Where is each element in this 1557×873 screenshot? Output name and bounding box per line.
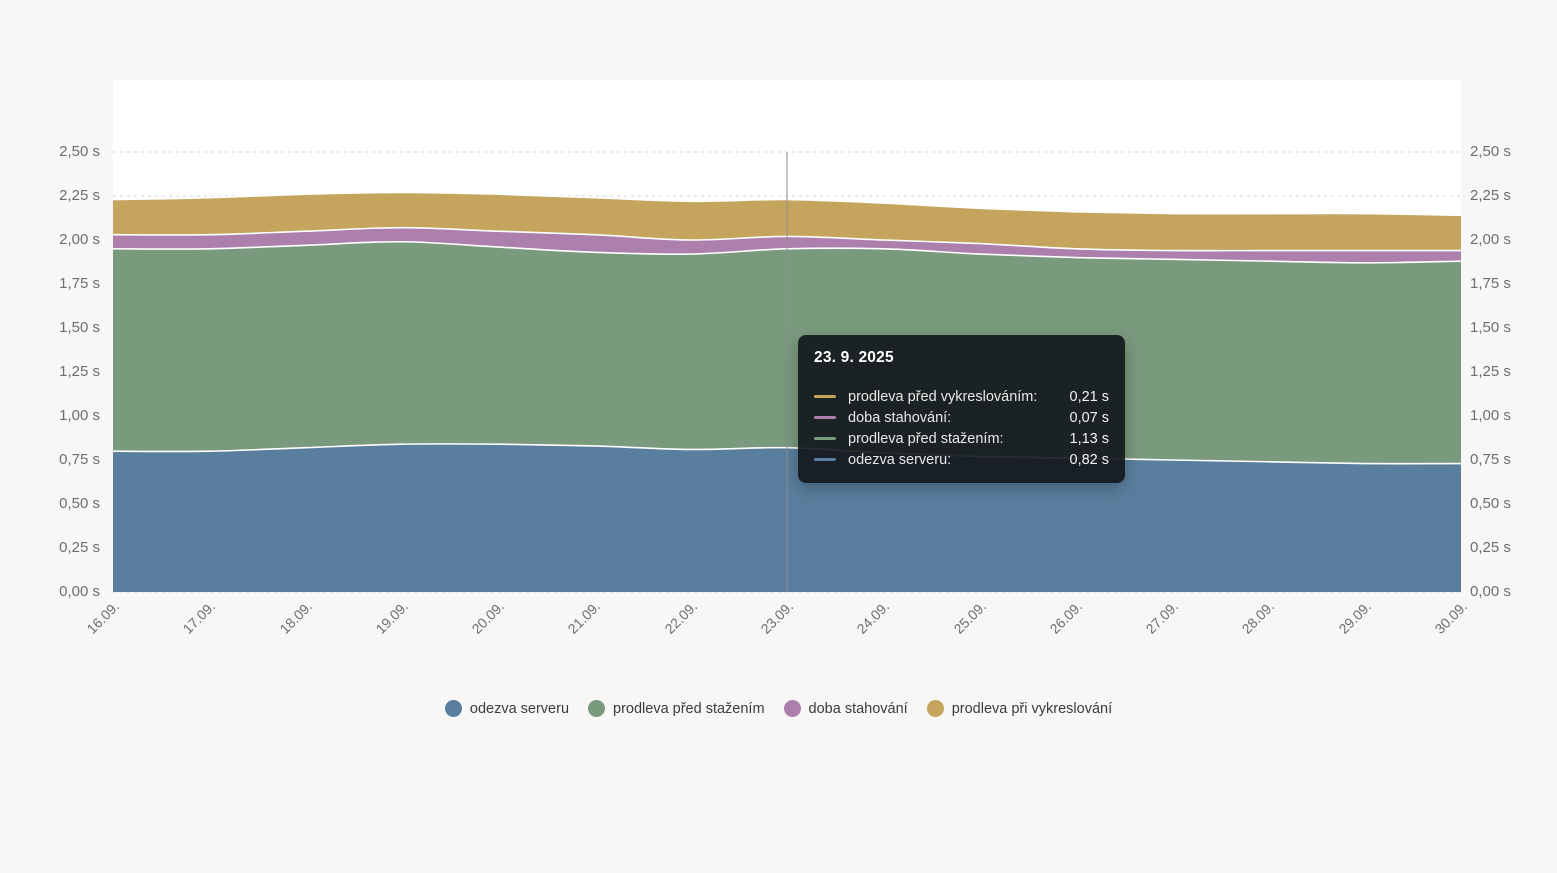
legend-label: odezva serveru: [469, 700, 570, 717]
tooltip-series-value: 0,82 s: [1069, 451, 1110, 468]
chart-tooltip: 23. 9. 2025 prodleva před vykreslováním:…: [798, 335, 1125, 483]
series-line-swatch-icon: [814, 458, 836, 461]
series-line-swatch-icon: [814, 437, 836, 440]
y-tick-label-right: 1,25 s: [1470, 363, 1511, 380]
tooltip-row: doba stahování: 0,07 s: [814, 407, 1109, 428]
tooltip-series-value: 1,13 s: [1069, 430, 1110, 447]
y-tick-label-left: 2,50 s: [59, 143, 100, 160]
y-tick-label-right: 2,25 s: [1470, 187, 1511, 204]
y-tick-label-left: 1,50 s: [59, 319, 100, 336]
y-tick-label-right: 1,00 s: [1470, 407, 1511, 424]
legend-dot-icon: [444, 700, 462, 717]
y-tick-label-right: 2,00 s: [1470, 231, 1511, 248]
y-tick-label-right: 1,50 s: [1470, 319, 1511, 336]
y-tick-label-right: 0,00 s: [1470, 583, 1511, 600]
legend-item-doba-stahovani[interactable]: doba stahování: [783, 700, 908, 717]
tooltip-series-label: prodleva před stažením:: [848, 430, 1004, 447]
tooltip-row: odezva serveru: 0,82 s: [814, 449, 1109, 470]
tooltip-series-label: prodleva před vykreslováním:: [848, 388, 1038, 405]
y-tick-label-left: 0,25 s: [59, 539, 100, 556]
y-tick-label-left: 1,75 s: [59, 275, 100, 292]
legend-dot-icon: [783, 700, 801, 717]
y-tick-label-right: 0,25 s: [1470, 539, 1511, 556]
chart-legend: odezva serveru prodleva před stažením doba…: [0, 700, 1557, 717]
legend-item-odezva-serveru[interactable]: odezva serveru: [444, 700, 570, 717]
tooltip-series-label: doba stahování:: [848, 409, 952, 426]
y-tick-label-left: 1,00 s: [59, 407, 100, 424]
tooltip-row: prodleva před vykreslováním: 0,21 s: [814, 386, 1109, 407]
series-line-swatch-icon: [814, 395, 836, 398]
tooltip-date-title: 23. 9. 2025: [814, 349, 894, 366]
series-line-swatch-icon: [814, 416, 836, 419]
y-tick-label-left: 0,00 s: [59, 583, 100, 600]
y-tick-label-left: 0,50 s: [59, 495, 100, 512]
tooltip-series-value: 0,21 s: [1069, 388, 1110, 405]
legend-label: prodleva před stažením: [613, 700, 765, 717]
tooltip-series-value: 0,07 s: [1069, 409, 1110, 426]
y-tick-label-right: 2,50 s: [1470, 143, 1511, 160]
legend-label: prodleva při vykreslování: [951, 700, 1113, 717]
y-tick-label-right: 1,75 s: [1470, 275, 1511, 292]
y-tick-label-right: 0,75 s: [1470, 451, 1511, 468]
legend-dot-icon: [588, 700, 606, 717]
legend-item-prodleva-pred-stazenim[interactable]: prodleva před stažením: [588, 700, 765, 717]
tooltip-row: prodleva před stažením: 1,13 s: [814, 428, 1109, 449]
legend-label: doba stahování: [808, 700, 908, 717]
legend-dot-icon: [926, 700, 944, 717]
y-tick-label-right: 0,50 s: [1470, 495, 1511, 512]
y-tick-label-left: 0,75 s: [59, 451, 100, 468]
tooltip-series-label: odezva serveru:: [848, 451, 952, 468]
legend-item-prodleva-pri-vykreslovani[interactable]: prodleva při vykreslování: [926, 700, 1113, 717]
y-tick-label-left: 1,25 s: [59, 363, 100, 380]
y-tick-label-left: 2,25 s: [59, 187, 100, 204]
y-tick-label-left: 2,00 s: [59, 231, 100, 248]
tooltip-rows: prodleva před vykreslováním: 0,21 s doba s…: [814, 386, 1109, 470]
